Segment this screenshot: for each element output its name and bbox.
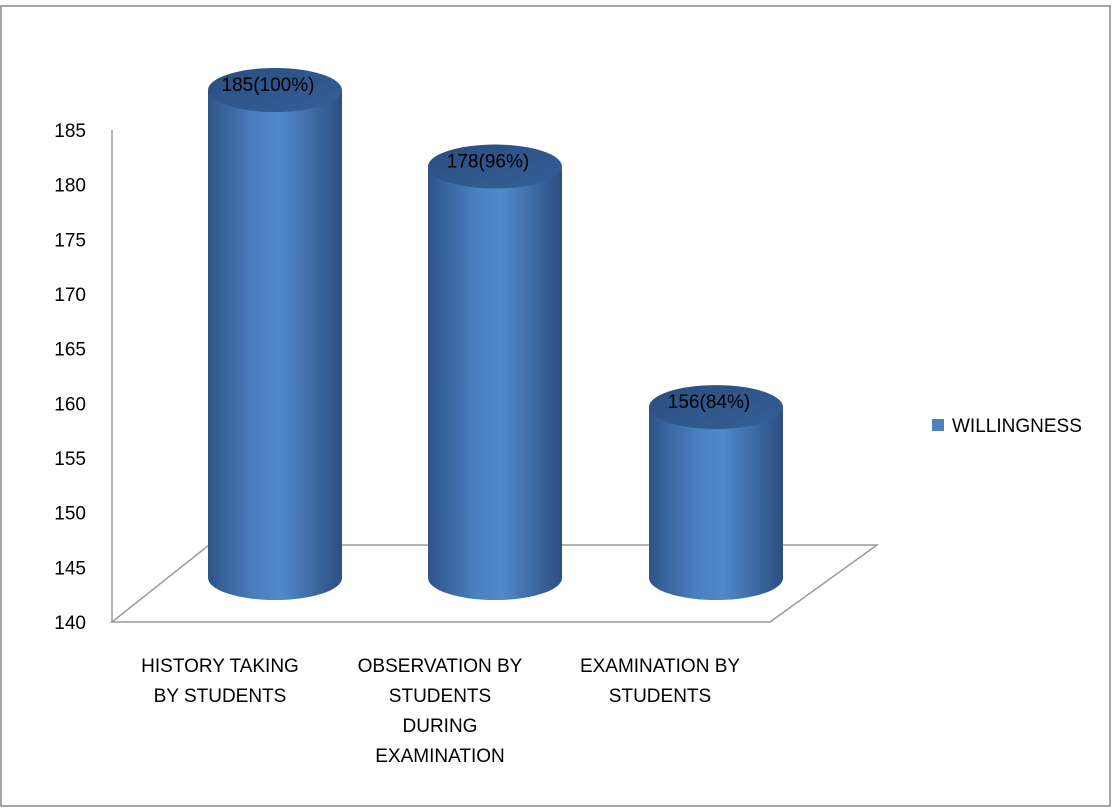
legend-label: WILLINGNESS — [952, 416, 1082, 437]
data-label: 185(100%) — [222, 75, 315, 96]
data-label: 156(84%) — [668, 392, 750, 413]
y-tick-label: 170 — [54, 285, 86, 306]
chart-floor — [109, 544, 880, 623]
bar-0 — [208, 68, 342, 600]
category-label: HISTORY TAKING — [141, 656, 299, 677]
y-tick-label: 155 — [54, 449, 86, 470]
bar-body — [649, 407, 783, 600]
y-tick-label: 145 — [54, 558, 86, 579]
category-label: EXAMINATION — [375, 746, 505, 767]
y-tick-label: 150 — [54, 504, 86, 525]
y-tick-label: 165 — [54, 340, 86, 361]
y-tick-label: 180 — [54, 176, 86, 197]
y-tick-label: 140 — [54, 613, 86, 634]
y-tick-label: 160 — [54, 394, 86, 415]
y-tick-label: 185 — [54, 121, 86, 142]
bar-1 — [428, 144, 562, 601]
bar-body — [428, 166, 562, 601]
legend-swatch — [932, 419, 944, 431]
category-label: DURING — [403, 716, 478, 737]
y-tick-label: 175 — [54, 230, 86, 251]
category-label: STUDENTS — [389, 686, 491, 707]
category-label: BY STUDENTS — [154, 686, 287, 707]
category-label: OBSERVATION BY — [358, 656, 523, 677]
category-label: STUDENTS — [609, 686, 711, 707]
bar-top — [649, 385, 783, 430]
bar-top — [428, 144, 562, 189]
bar-2 — [649, 385, 783, 600]
category-label: EXAMINATION BY — [580, 656, 740, 677]
bar-body — [208, 90, 342, 600]
data-label: 178(96%) — [447, 152, 529, 173]
bar-top — [208, 68, 342, 112]
